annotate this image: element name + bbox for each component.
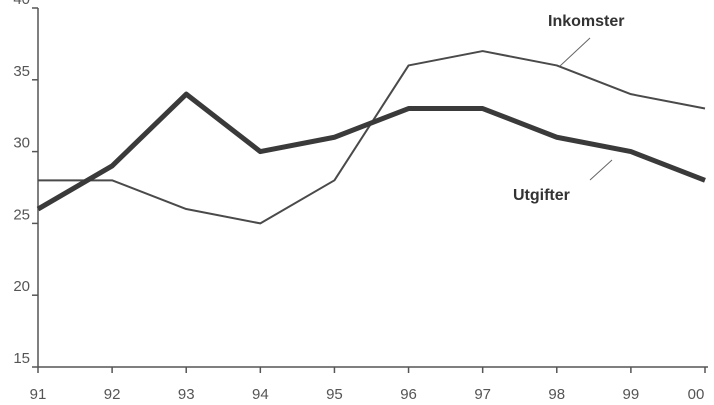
x-tick-label: 96 (400, 386, 417, 403)
x-tick-label: 94 (252, 386, 269, 403)
leader-line (589, 159, 613, 181)
series-line (36, 91, 706, 212)
y-tick-label: 40 (13, 0, 30, 8)
x-tick-label: 92 (104, 386, 121, 403)
leader-line (559, 37, 591, 67)
series-label: Inkomster (548, 13, 624, 30)
x-tick-label: 93 (178, 386, 195, 403)
y-tick-label: 15 (13, 350, 30, 367)
series-label: Utgifter (513, 187, 570, 204)
x-tick-label: 91 (30, 386, 47, 403)
y-tick-label: 20 (13, 278, 30, 295)
y-tick-label: 30 (13, 135, 30, 152)
y-tick-label: 35 (13, 63, 30, 80)
x-tick-label: 95 (326, 386, 343, 403)
x-tick-label: 00 (688, 386, 705, 403)
x-tick-label: 99 (623, 386, 640, 403)
x-tick-label: 97 (474, 386, 491, 403)
series-line (38, 50, 706, 225)
x-tick-label: 98 (548, 386, 565, 403)
y-tick-label: 25 (13, 206, 30, 223)
